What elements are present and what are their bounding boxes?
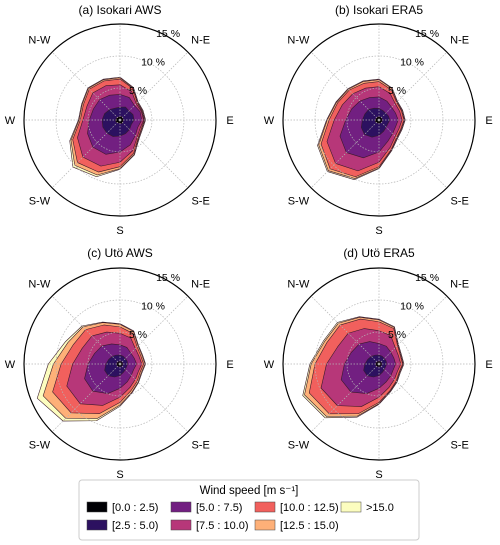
ring-label: 15 %: [156, 28, 180, 40]
radial-gridline: [378, 295, 448, 365]
panel-title: (d) Utö ERA5: [343, 246, 415, 260]
outer-ring: [282, 23, 476, 217]
direction-label: S-W: [29, 440, 51, 452]
direction-label: N-E: [191, 34, 210, 46]
legend-label: [12.5 : 15.0): [280, 520, 339, 532]
direction-label: S-E: [450, 196, 468, 208]
direction-label: N-W: [28, 278, 51, 290]
panels-layer: (a) Isokari AWS 5 % 10 % 15 % E N-E N-W W S-W S S-…: [5, 3, 493, 481]
ring-label: 15 %: [415, 28, 439, 40]
legend-label: [2.5 : 5.0): [112, 520, 158, 532]
panel-title: (a) Isokari AWS: [79, 3, 162, 17]
ring-label: 5 %: [129, 329, 147, 341]
legend-swatch: [170, 501, 192, 513]
radial-gridline: [378, 51, 448, 121]
radial-gridline: [310, 119, 380, 189]
legend-swatch: [340, 501, 362, 513]
direction-label: W: [264, 115, 275, 127]
legend-swatch: [170, 519, 192, 531]
legend-swatch: [254, 519, 276, 531]
legend-swatch: [86, 519, 108, 531]
direction-label: E: [485, 359, 492, 371]
wind-rose-panel-3: (d) Utö ERA5 5 % 10 % 15 % E N-E N-W W S-W S S-E: [264, 246, 493, 481]
speed-band-1: [104, 354, 128, 378]
radial-gridline: [119, 363, 189, 433]
outer-ring: [23, 23, 217, 217]
legend-label: >15.0: [366, 502, 394, 514]
radial-gridline: [51, 363, 121, 433]
ring-label: 10 %: [141, 300, 165, 312]
ring-gridline: [314, 299, 444, 429]
wind-rose-panel-0: (a) Isokari AWS 5 % 10 % 15 % E N-E N-W W S-W S S-…: [5, 3, 234, 237]
direction-label: W: [5, 359, 16, 371]
legend-label: [5.0 : 7.5): [196, 502, 242, 514]
radial-gridline: [51, 295, 121, 365]
direction-label: W: [5, 115, 16, 127]
direction-label: W: [264, 359, 275, 371]
ring-gridline: [87, 87, 153, 153]
direction-label: S: [375, 469, 382, 481]
radial-gridline: [378, 119, 448, 189]
ring-gridline: [314, 55, 444, 185]
ring-gridline: [55, 55, 185, 185]
legend-label: [0.0 : 2.5): [112, 502, 158, 514]
legend-swatch: [254, 501, 276, 513]
radial-gridline: [119, 51, 189, 121]
direction-label: N-W: [287, 278, 310, 290]
ring-gridline: [346, 87, 412, 153]
radial-gridline: [51, 51, 121, 121]
radial-gridline: [119, 119, 189, 189]
radial-gridline: [51, 119, 121, 189]
radial-gridline: [119, 295, 189, 365]
direction-label: E: [226, 115, 233, 127]
panel-title: (b) Isokari ERA5: [335, 3, 423, 17]
direction-label: N-W: [287, 34, 310, 46]
direction-label: S: [375, 225, 382, 237]
direction-label: S: [116, 225, 123, 237]
speed-band-1: [363, 354, 387, 378]
panel-title: (c) Utö AWS: [87, 246, 153, 260]
ring-label: 5 %: [388, 85, 406, 97]
outer-ring: [282, 267, 476, 461]
direction-label: N-E: [191, 278, 210, 290]
direction-label: S-E: [191, 196, 209, 208]
direction-label: E: [226, 359, 233, 371]
direction-label: N-E: [450, 278, 469, 290]
ring-label: 5 %: [388, 329, 406, 341]
radial-gridline: [310, 363, 380, 433]
radial-gridline: [310, 295, 380, 365]
ring-label: 5 %: [129, 85, 147, 97]
wind-rose-panel-2: (c) Utö AWS 5 % 10 % 15 % E N-E N-W W S-W S S-E: [5, 246, 234, 481]
outer-ring: [23, 267, 217, 461]
legend-title: Wind speed [m s⁻¹]: [200, 485, 299, 497]
radial-gridline: [378, 363, 448, 433]
legend-label: [10.0 : 12.5): [280, 502, 339, 514]
legend-box: [78, 479, 420, 541]
ring-gridline: [346, 331, 412, 397]
direction-label: S-W: [288, 440, 310, 452]
direction-label: S: [116, 469, 123, 481]
radial-gridline: [310, 51, 380, 121]
wind-rose-panel-1: (b) Isokari ERA5 5 % 10 % 15 % E N-E N-W W S-W S S…: [264, 3, 493, 237]
ring-label: 10 %: [400, 56, 424, 68]
ring-gridline: [55, 299, 185, 429]
legend-label: [7.5 : 10.0): [196, 520, 249, 532]
legend-swatch: [86, 501, 108, 513]
direction-label: N-E: [450, 34, 469, 46]
direction-label: E: [485, 115, 492, 127]
direction-label: S-E: [450, 440, 468, 452]
legend: Wind speed [m s⁻¹] [0.0 : 2.5) [2.5 : 5.0)…: [78, 479, 420, 541]
ring-label: 15 %: [415, 272, 439, 284]
direction-label: N-W: [28, 34, 51, 46]
direction-label: S-W: [288, 196, 310, 208]
ring-label: 10 %: [141, 56, 165, 68]
ring-gridline: [87, 331, 153, 397]
ring-label: 10 %: [400, 300, 424, 312]
direction-label: S-W: [29, 196, 51, 208]
ring-label: 15 %: [156, 272, 180, 284]
direction-label: S-E: [191, 440, 209, 452]
